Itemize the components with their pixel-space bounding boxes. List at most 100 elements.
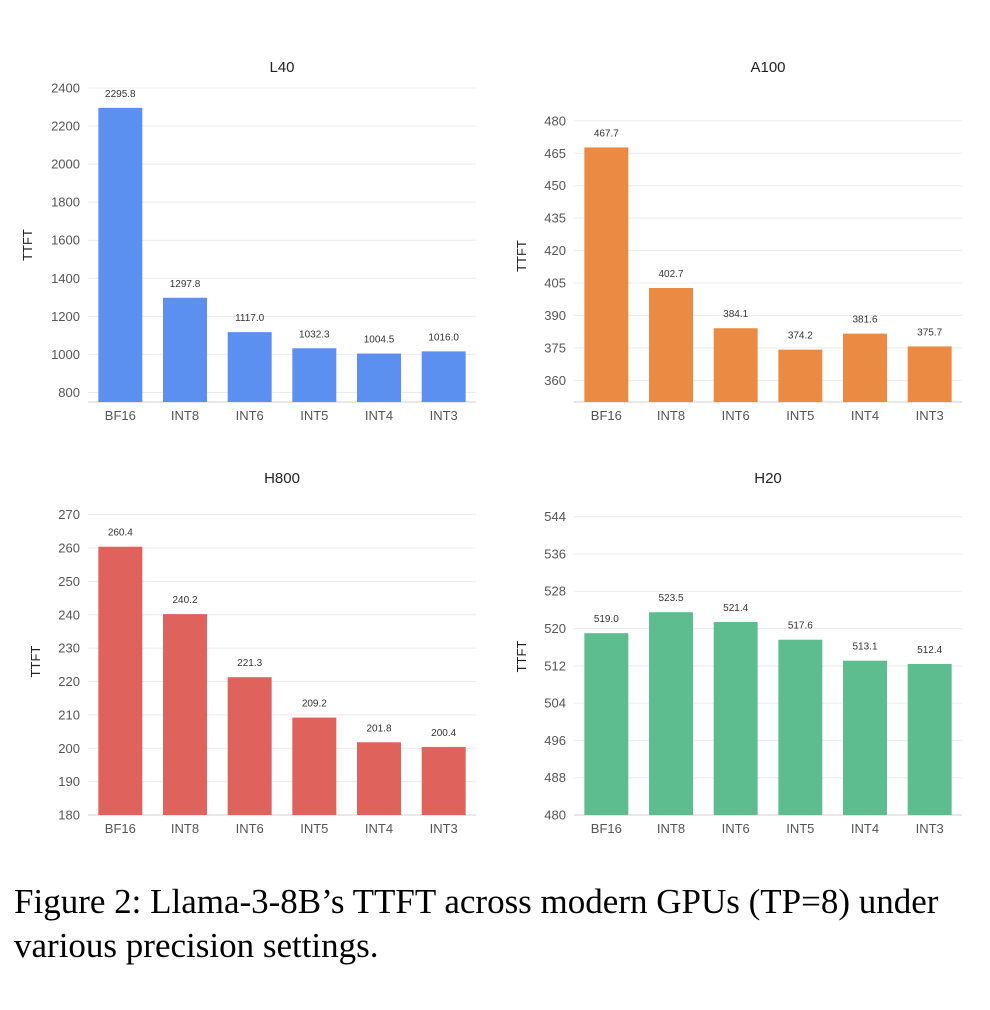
y-tick-label: 375 (544, 340, 566, 355)
bar-int5 (778, 349, 823, 402)
y-tick-label: 488 (544, 770, 566, 785)
y-tick-label: 1200 (51, 309, 80, 324)
bar-bf16 (98, 546, 143, 815)
data-label: 517.6 (788, 621, 813, 632)
data-label: 467.7 (594, 128, 619, 139)
bar-int4 (843, 660, 887, 815)
data-label: 402.7 (658, 269, 683, 280)
y-tick-label: 190 (58, 774, 80, 789)
x-tick-label: INT4 (365, 408, 393, 423)
data-label: 523.5 (658, 593, 683, 604)
y-tick-label: 1800 (51, 195, 80, 210)
data-label: 221.3 (237, 658, 262, 669)
chart-a100: 360 375 390 405 420 435 450 465 480 467.7 BF16 402.… (514, 59, 962, 423)
data-label: 200.4 (431, 728, 456, 739)
bar-bf16 (584, 147, 629, 402)
bar-int8 (649, 288, 693, 402)
x-tick-label: INT6 (236, 408, 264, 423)
x-tick-label: INT3 (430, 408, 458, 423)
data-label: 521.4 (723, 603, 748, 614)
x-tick-label: INT5 (300, 821, 328, 836)
data-label: 240.2 (172, 595, 197, 606)
x-tick-label: BF16 (105, 821, 136, 836)
y-tick-label: 2000 (51, 157, 80, 172)
x-tick-label: INT3 (916, 408, 944, 423)
bar-int3 (907, 663, 952, 815)
chart-title: A100 (750, 59, 785, 76)
y-tick-label: 2200 (51, 119, 80, 134)
y-tick-label: 2400 (51, 81, 80, 96)
data-label: 519.0 (594, 614, 619, 625)
data-label: 201.8 (366, 723, 391, 734)
y-tick-label: 480 (544, 808, 566, 823)
bar-int5 (778, 639, 823, 815)
chart-title: H800 (264, 470, 300, 487)
x-tick-label: BF16 (591, 821, 622, 836)
data-label: 1032.3 (299, 329, 330, 340)
y-tick-label: 520 (544, 621, 566, 636)
data-label: 2295.8 (105, 89, 136, 100)
data-label: 209.2 (302, 699, 327, 710)
chart-title: H20 (754, 470, 782, 487)
y-tick-label: 200 (58, 741, 80, 756)
bar-int4 (357, 742, 401, 815)
x-tick-label: INT5 (300, 408, 328, 423)
y-tick-label: 240 (58, 607, 80, 622)
bar-int3 (907, 346, 952, 402)
bar-int8 (163, 614, 207, 815)
x-tick-label: INT4 (365, 821, 393, 836)
figure-caption: Figure 2: Llama-3-8B’s TTFT across moder… (14, 882, 939, 965)
y-tick-label: 1400 (51, 271, 80, 286)
chart-l40: 800 1000 1200 1400 1600 1800 2000 2200 2400 2295.… (20, 59, 476, 423)
y-tick-label: 450 (544, 178, 566, 193)
chart-title: L40 (269, 59, 294, 76)
bar-int5 (292, 717, 337, 815)
data-label: 381.6 (852, 315, 877, 326)
chart-h20: 480 488 496 504 512 520 528 536 544 519.0 BF16 523.… (514, 470, 962, 836)
y-tick-label: 360 (544, 373, 566, 388)
y-tick-label: 465 (544, 146, 566, 161)
y-tick-label: 536 (544, 546, 566, 561)
bar-int4 (357, 353, 401, 402)
y-axis-label: TTFT (28, 646, 43, 678)
y-axis-label: TTFT (514, 641, 529, 673)
x-tick-label: INT3 (430, 821, 458, 836)
y-axis-label: TTFT (20, 229, 35, 261)
x-tick-label: BF16 (591, 408, 622, 423)
x-tick-label: INT5 (786, 408, 814, 423)
y-tick-label: 1600 (51, 233, 80, 248)
bar-int8 (163, 297, 207, 402)
bar-int3 (421, 351, 466, 402)
bar-int3 (421, 746, 466, 815)
x-tick-label: INT3 (916, 821, 944, 836)
bar-int4 (843, 333, 887, 402)
data-label: 384.1 (723, 309, 748, 320)
x-tick-label: INT6 (722, 408, 750, 423)
data-label: 513.1 (852, 642, 877, 653)
y-tick-label: 180 (58, 808, 80, 823)
y-tick-label: 390 (544, 308, 566, 323)
bar-int8 (649, 612, 693, 815)
figure: 800 1000 1200 1400 1600 1800 2000 2200 2400 2295.… (20, 59, 962, 836)
y-tick-label: 512 (544, 658, 566, 673)
x-tick-label: INT6 (722, 821, 750, 836)
y-tick-label: 230 (58, 641, 80, 656)
y-tick-label: 1000 (51, 347, 80, 362)
data-label: 1004.5 (364, 335, 395, 346)
y-tick-label: 420 (544, 243, 566, 258)
y-tick-label: 544 (544, 509, 566, 524)
y-axis-label: TTFT (514, 240, 529, 272)
x-tick-label: INT6 (236, 821, 264, 836)
y-tick-label: 250 (58, 574, 80, 589)
data-label: 512.4 (917, 645, 942, 656)
bar-bf16 (98, 107, 143, 402)
y-tick-label: 435 (544, 211, 566, 226)
x-tick-label: INT8 (657, 408, 685, 423)
x-tick-label: INT4 (851, 821, 879, 836)
bar-int6 (713, 328, 758, 402)
data-label: 1016.0 (428, 332, 459, 343)
data-label: 260.4 (108, 528, 133, 539)
y-tick-label: 405 (544, 276, 566, 291)
x-tick-label: INT4 (851, 408, 879, 423)
y-tick-label: 480 (544, 113, 566, 128)
